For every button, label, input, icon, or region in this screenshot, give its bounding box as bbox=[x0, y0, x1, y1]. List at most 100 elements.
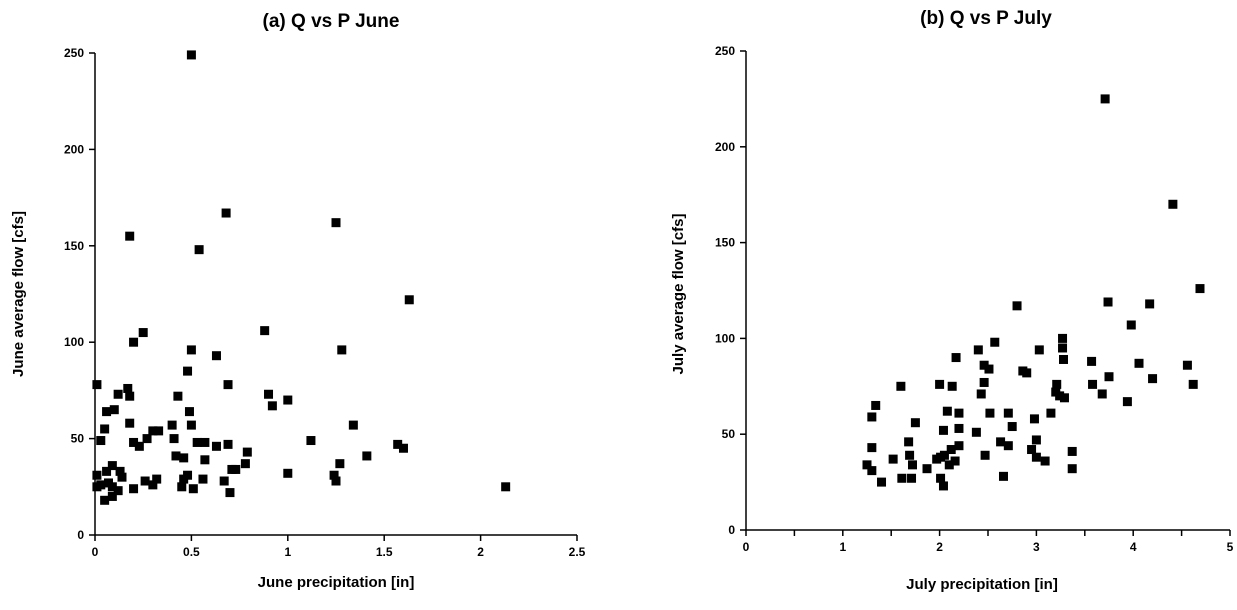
chart-june-point bbox=[154, 426, 164, 436]
chart-july-x-tick-label: 5 bbox=[1227, 540, 1234, 554]
chart-june-point bbox=[200, 437, 210, 447]
chart-july-point bbox=[1067, 446, 1077, 456]
chart-june-point bbox=[107, 461, 117, 471]
chart-june-point bbox=[225, 488, 235, 498]
chart-july-point bbox=[1029, 414, 1039, 424]
chart-july-point bbox=[907, 460, 917, 470]
chart-june-point bbox=[142, 434, 152, 444]
chart-june-point bbox=[242, 447, 252, 457]
chart-june-point bbox=[113, 389, 123, 399]
chart-june-x-tick-label: 0.5 bbox=[183, 545, 200, 559]
chart-june-point bbox=[102, 466, 112, 476]
chart-july-point bbox=[954, 441, 964, 451]
chart-july-point bbox=[1148, 374, 1158, 384]
chart-july-title: (b) Q vs P July bbox=[920, 8, 1052, 29]
chart-june-point bbox=[219, 476, 229, 486]
chart-july-point bbox=[980, 450, 990, 460]
chart-july-point bbox=[1059, 393, 1069, 403]
chart-june-point bbox=[192, 437, 202, 447]
chart-july-point bbox=[910, 418, 920, 428]
chart-july-point bbox=[944, 460, 954, 470]
chart-june-point bbox=[109, 405, 119, 415]
chart-june-point bbox=[117, 472, 127, 482]
chart-july-points bbox=[862, 94, 1205, 491]
chart-july-point bbox=[1052, 379, 1062, 389]
chart-june-x-tick-label: 2 bbox=[477, 545, 484, 559]
chart-july-point bbox=[973, 345, 983, 355]
chart-june-point bbox=[177, 482, 187, 492]
chart-july-point bbox=[1003, 408, 1013, 418]
chart-july-point bbox=[905, 450, 915, 460]
chart-june-point bbox=[362, 451, 372, 461]
chart-june-point bbox=[96, 436, 106, 446]
chart-june-point bbox=[152, 474, 162, 484]
chart-july-point bbox=[1034, 345, 1044, 355]
chart-july-point bbox=[938, 425, 948, 435]
chart-july-point bbox=[922, 464, 932, 474]
chart-july-point bbox=[1104, 372, 1114, 382]
chart-july-point bbox=[1195, 284, 1205, 294]
chart-july-x-tick-label: 4 bbox=[1130, 540, 1137, 554]
chart-july-y-tick-label: 150 bbox=[715, 236, 735, 250]
chart-july-point bbox=[867, 466, 877, 476]
chart-june-point bbox=[306, 436, 316, 446]
chart-july-point bbox=[979, 377, 989, 387]
chart-july-point bbox=[907, 473, 917, 483]
chart-july: (b) Q vs P July 0 1 2 3 4 5 0 50 100 150 200 250 J… bbox=[670, 8, 1234, 593]
chart-july-point bbox=[954, 423, 964, 433]
chart-july-point bbox=[1097, 389, 1107, 399]
chart-july-point bbox=[1134, 358, 1144, 368]
chart-july-point bbox=[985, 408, 995, 418]
chart-june-y-tick-label: 0 bbox=[77, 528, 84, 542]
chart-july-point bbox=[897, 473, 907, 483]
chart-july-point bbox=[950, 456, 960, 466]
chart-june-y-tick-label: 150 bbox=[64, 239, 84, 253]
chart-july-x-tick-label: 2 bbox=[936, 540, 943, 554]
chart-june-point bbox=[404, 295, 414, 305]
chart-july-x-tick-label: 1 bbox=[839, 540, 846, 554]
chart-july-point bbox=[971, 427, 981, 437]
chart-july-point bbox=[1007, 422, 1017, 432]
chart-june-x-label: June precipitation [in] bbox=[258, 574, 415, 591]
chart-june-point bbox=[107, 491, 117, 501]
chart-july-point bbox=[946, 445, 956, 455]
chart-june-point bbox=[221, 208, 231, 218]
chart-june-point bbox=[100, 424, 110, 434]
chart-july-point bbox=[1031, 435, 1041, 445]
chart-june-y-label: June average flow [cfs] bbox=[10, 211, 27, 377]
chart-june-point bbox=[240, 459, 250, 469]
chart-june-x-tick-label: 1 bbox=[284, 545, 291, 559]
chart-july-point bbox=[984, 364, 994, 374]
chart-july-point bbox=[1122, 397, 1132, 407]
chart-july-y-tick-label: 100 bbox=[715, 331, 735, 345]
chart-july-point bbox=[1031, 452, 1041, 462]
chart-july-point bbox=[1168, 199, 1178, 209]
chart-july-point bbox=[990, 337, 1000, 347]
chart-june-point bbox=[283, 395, 293, 405]
chart-june-point bbox=[148, 480, 158, 490]
chart-june-point bbox=[188, 484, 198, 494]
chart-june-point bbox=[115, 466, 125, 476]
chart-july-point bbox=[1003, 441, 1013, 451]
chart-june-point bbox=[183, 366, 193, 376]
chart-june-point bbox=[129, 484, 139, 494]
chart-june-x-tick-label: 2.5 bbox=[569, 545, 586, 559]
chart-july-point bbox=[996, 437, 1006, 447]
chart-july-point bbox=[888, 454, 898, 464]
chart-july-point bbox=[896, 381, 906, 391]
chart-july-point bbox=[867, 443, 877, 453]
chart-july-point bbox=[1145, 299, 1155, 309]
chart-july-point bbox=[954, 408, 964, 418]
chart-june-point bbox=[260, 326, 270, 336]
chart-june-point bbox=[129, 337, 139, 347]
chart-june-point bbox=[223, 439, 233, 449]
chart-july-y-label: July average flow [cfs] bbox=[670, 214, 687, 375]
chart-june-point bbox=[102, 407, 112, 417]
chart-june-point bbox=[393, 439, 403, 449]
chart-june-point bbox=[113, 486, 123, 496]
chart-june: (a) Q vs P June 0 0.5 1 1.5 2 2.5 0 50 100 150 20… bbox=[10, 11, 586, 591]
chart-july-point bbox=[932, 454, 942, 464]
chart-july-point bbox=[1058, 333, 1068, 343]
chart-june-y-tick-label: 250 bbox=[64, 46, 84, 60]
